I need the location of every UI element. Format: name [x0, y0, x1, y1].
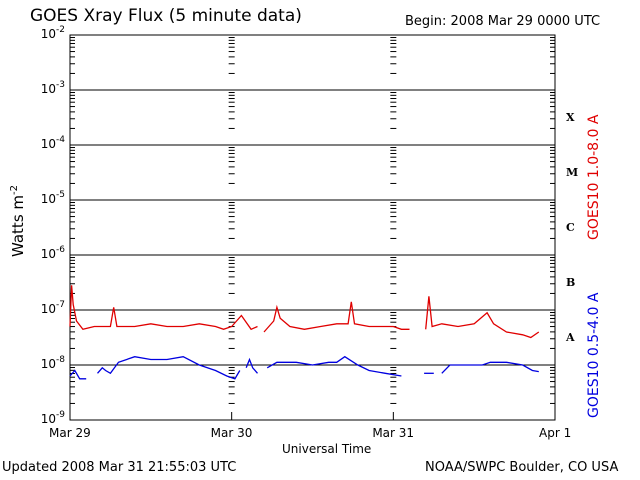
flare-class-A: A [566, 330, 575, 344]
series-line-1 [97, 356, 241, 380]
y-tick-label: 10-7 [40, 300, 65, 316]
series-line-1 [69, 369, 87, 380]
flare-class-X: X [566, 110, 575, 124]
y-minor-ticks [70, 37, 555, 404]
x-tick-label: Mar 29 [49, 426, 91, 440]
series-line-0 [69, 285, 258, 331]
credit: NOAA/SWPC Boulder, CO USA [425, 460, 619, 475]
begin-time: Begin: 2008 Mar 29 0000 UTC [405, 14, 601, 29]
y-tick-label: 10-3 [40, 80, 65, 96]
y-axis-label: Watts m-2 [9, 184, 28, 258]
legend-long-channel: GOES10 1.0-8.0 A [586, 114, 602, 240]
series-line-0 [263, 301, 410, 333]
x-tick-label: Mar 30 [210, 426, 253, 440]
series-line-1 [441, 361, 539, 374]
y-tick-label: 10-2 [40, 25, 65, 41]
x-dotted-ticks [228, 37, 397, 421]
updated-timestamp: Updated 2008 Mar 31 21:55:03 UTC [2, 460, 237, 475]
series-line-1 [245, 357, 258, 374]
y-tick-label: 10-6 [40, 245, 65, 261]
x-tick-label: Apr 1 [539, 426, 572, 440]
y-tick-label: 10-8 [40, 355, 65, 371]
series-line-0 [425, 296, 540, 339]
y-tick-label: 10-4 [40, 135, 65, 151]
legend-short-channel: GOES10 0.5-4.0 A [586, 292, 602, 418]
flare-class-M: M [566, 165, 579, 179]
flare-class-B: B [566, 275, 576, 289]
series-group [69, 285, 540, 380]
chart-title: GOES Xray Flux (5 minute data) [30, 6, 302, 26]
x-tick-label: Mar 31 [372, 426, 415, 440]
flare-class-C: C [566, 220, 575, 234]
gridlines [70, 89, 555, 366]
y-tick-label: 10-5 [40, 190, 65, 206]
plot-area [69, 34, 556, 421]
x-axis-label: Universal Time [282, 442, 372, 456]
y-tick-label: 10-9 [40, 410, 65, 426]
series-line-1 [266, 355, 402, 377]
